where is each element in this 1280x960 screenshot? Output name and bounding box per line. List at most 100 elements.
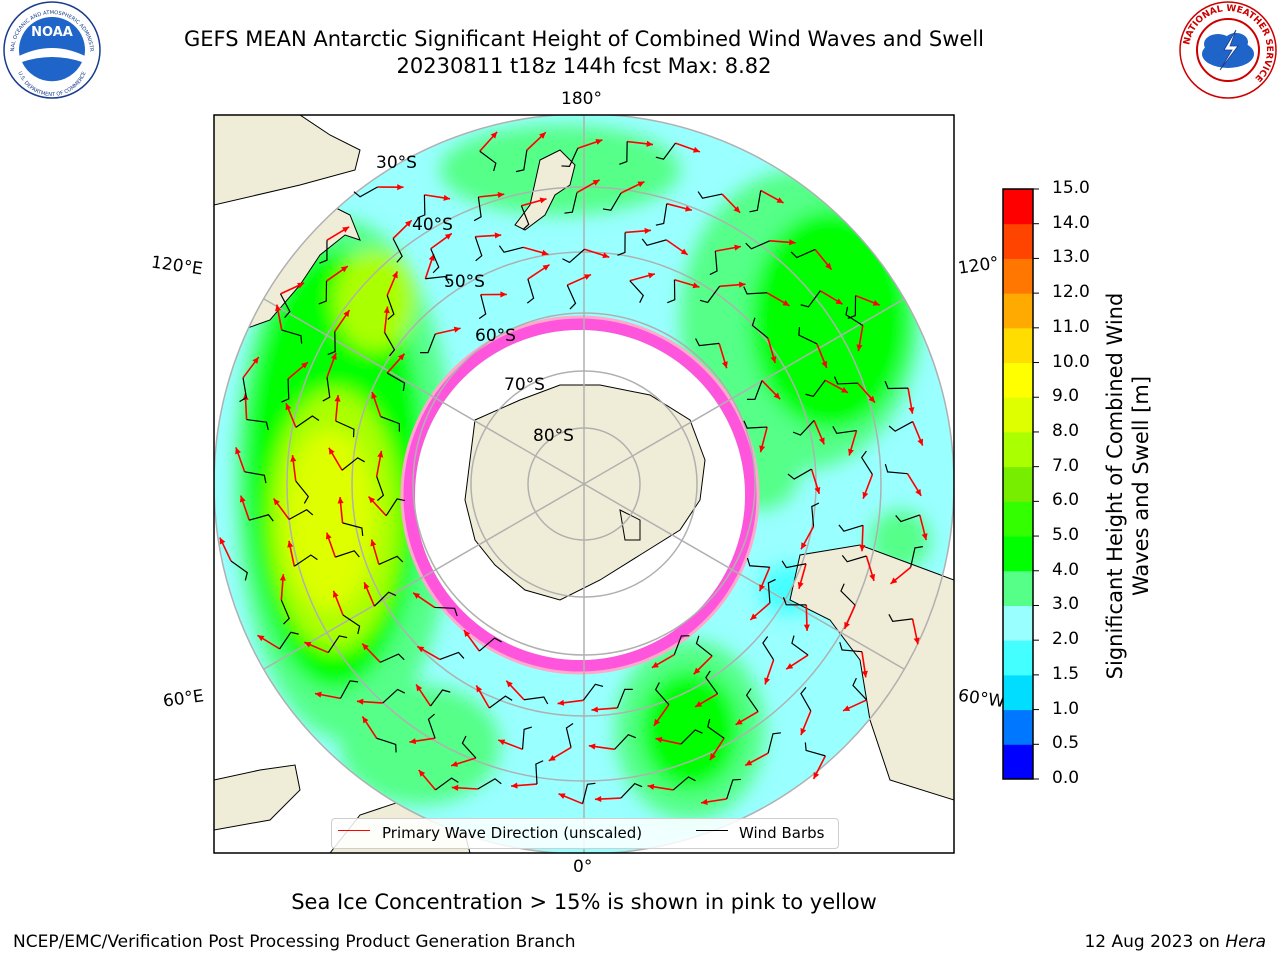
wave-arrow-head (917, 438, 924, 446)
wind-barb (380, 415, 401, 432)
wave-arrow-head (734, 244, 741, 251)
wave-arrow-head (859, 544, 866, 552)
wind-barb (792, 420, 815, 436)
wave-arrow-head (721, 361, 728, 369)
colorbar-segment (1003, 293, 1033, 329)
wind-barb (767, 578, 776, 603)
wave-arrow-head (444, 233, 452, 240)
wave-arrow-head (695, 701, 703, 707)
wind-barb (709, 251, 718, 276)
wave-arrow-head (843, 705, 851, 711)
legend-barb-line (696, 830, 728, 831)
wave-arrow-head (500, 291, 507, 298)
wave-arrow-head (789, 239, 796, 246)
wave-arrow-head (304, 641, 312, 648)
wave-arrow-head (835, 298, 843, 305)
wave-arrow-head (397, 353, 405, 361)
wave-arrow-head (813, 772, 820, 780)
wind-barb (695, 635, 713, 657)
wind-barb (617, 232, 626, 256)
wave-arrow-head (759, 584, 765, 592)
wind-barb (614, 734, 636, 750)
wave-arrow-head (330, 352, 337, 360)
colorbar-tick-label: 10.0 (1052, 351, 1090, 372)
colorbar-tick-label: 12.0 (1052, 282, 1090, 303)
wind-barb (425, 275, 450, 284)
wind-barb (279, 293, 291, 318)
wave-arrow-head (490, 131, 498, 139)
wind-barb (461, 735, 477, 759)
wave-arrow-head (844, 621, 850, 629)
wind-barb (782, 597, 807, 606)
wind-barb (419, 333, 436, 354)
wave-arrow-head (868, 395, 876, 403)
colorbar-tick-label: 6.0 (1052, 490, 1080, 511)
colorbar-tick-label: 2.0 (1052, 629, 1080, 650)
wave-arrow-head (821, 360, 828, 368)
wind-barb (521, 726, 532, 750)
wave-arrow-head (332, 590, 339, 598)
wave-arrow-head (685, 205, 692, 212)
wind-barb (473, 196, 482, 222)
wind-barb (281, 329, 303, 344)
wind-barb (280, 599, 290, 625)
wave-arrow-head (908, 407, 915, 414)
wind-barb (561, 147, 579, 168)
colorbar-segment (1003, 466, 1033, 502)
wind-barb (839, 642, 863, 653)
wave-arrow-head (235, 447, 241, 455)
wind-barb (386, 372, 406, 392)
wind-barb (319, 240, 328, 264)
wave-arrow-head (595, 139, 603, 145)
colorbar-title: Significant Height of Combined Wind Wave… (1103, 292, 1153, 680)
wind-barb (376, 476, 385, 502)
wave-arrow-head (287, 540, 294, 548)
wind-barb (434, 606, 458, 617)
wind-barb (705, 670, 719, 695)
wave-arrow-head (818, 437, 825, 445)
wave-arrow-head (655, 736, 663, 743)
wind-barb (884, 380, 909, 390)
wind-barb (392, 238, 403, 263)
wave-arrow-head (328, 447, 335, 455)
wave-arrow-head (325, 532, 332, 540)
wave-arrow-head (539, 197, 547, 204)
wave-arrow-head (463, 630, 471, 637)
wave-arrow-head (301, 362, 308, 369)
wind-barb (787, 468, 812, 480)
wind-barb (695, 338, 720, 347)
wind-barb (852, 677, 868, 701)
wave-arrow-head (701, 798, 708, 805)
wind-barb (781, 560, 807, 569)
wind-barb (498, 245, 524, 253)
colorbar-segment (1003, 570, 1033, 606)
wind-barb (581, 782, 596, 804)
wind-barb (279, 631, 299, 650)
wind-barb (342, 522, 364, 536)
colorbar (1002, 188, 1039, 780)
wind-barb (845, 306, 864, 327)
wind-barb (430, 689, 451, 707)
wind-barb (751, 317, 769, 339)
wave-arrow-head (773, 392, 781, 400)
wave-arrow-head (409, 738, 417, 745)
wind-barb (667, 279, 676, 304)
wind-barb (800, 290, 821, 308)
wave-arrow-head (443, 194, 451, 201)
wave-arrow-head (646, 140, 653, 147)
footer-date: 12 Aug 2023 on Hera (1084, 932, 1266, 952)
colorbar-tick-label: 4.0 (1052, 559, 1080, 580)
colorbar-segment (1003, 674, 1033, 711)
wave-arrow-head (803, 624, 810, 631)
wind-barb (385, 498, 406, 517)
wave-arrow-head (750, 613, 758, 620)
wind-barb (382, 688, 406, 704)
colorbar-tick-label: 9.0 (1052, 386, 1080, 407)
colorbar-tick-label: 7.0 (1052, 455, 1080, 476)
wind-barb (339, 680, 359, 699)
wind-barb (439, 651, 465, 661)
wind-barb (535, 760, 544, 785)
legend-wave-label: Primary Wave Direction (unscaled) (382, 824, 643, 842)
lon-label-top: 180° (561, 89, 602, 109)
